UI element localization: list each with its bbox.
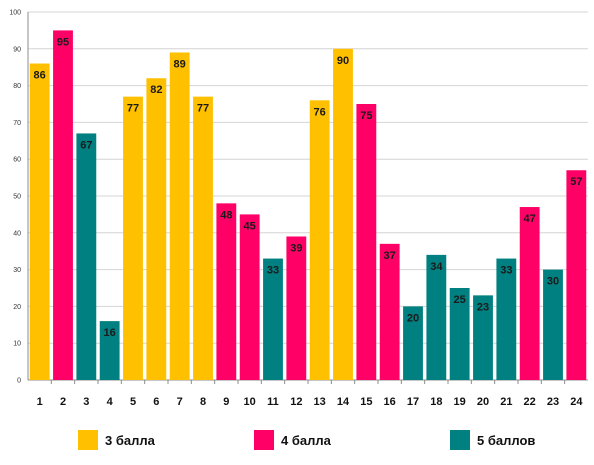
- data-label: 95: [57, 36, 69, 48]
- data-label: 16: [104, 327, 116, 339]
- bar: [169, 52, 190, 380]
- data-labels: 86 95 67 16 77 82 89 77 48 45 33 39 76 90 75 37 20 34 25 23…: [34, 36, 583, 339]
- x-tick-label: 1: [37, 396, 43, 408]
- bar: [426, 254, 447, 380]
- x-tick-label: 14: [337, 396, 350, 408]
- bar: [99, 321, 120, 380]
- bar: [309, 100, 330, 380]
- data-label: 33: [500, 265, 512, 277]
- x-axis: 1 2 3 4 5 6 7 8 9 10 11 12 13 14 15 16 17 18 19 20 21 22 23 24: [37, 380, 583, 408]
- y-tick-label: 60: [13, 157, 21, 164]
- bar: [543, 269, 563, 380]
- bar: [496, 258, 517, 380]
- bar: [379, 243, 400, 380]
- bar: [53, 30, 73, 381]
- data-label: 48: [220, 209, 232, 221]
- y-tick-label: 50: [13, 194, 21, 201]
- x-tick-label: 13: [314, 396, 326, 408]
- bar: [29, 63, 50, 381]
- y-tick-label: 20: [13, 304, 21, 311]
- x-tick-label: 16: [384, 396, 396, 408]
- data-label: 89: [174, 58, 186, 70]
- y-tick-label: 30: [13, 267, 21, 274]
- x-tick-label: 10: [244, 396, 256, 408]
- x-tick-label: 5: [130, 396, 136, 408]
- legend: 3 балла 4 балла 5 баллов: [78, 430, 535, 450]
- x-tick-label: 17: [407, 396, 419, 408]
- data-label: 37: [384, 250, 396, 262]
- bar: [403, 306, 423, 380]
- legend-label: 4 балла: [281, 433, 332, 448]
- bar: [193, 96, 213, 380]
- x-tick-label: 22: [524, 396, 536, 408]
- data-label: 67: [80, 139, 92, 151]
- data-label: 75: [360, 110, 372, 122]
- x-tick-label: 4: [107, 396, 114, 408]
- bar: [473, 295, 493, 380]
- bar: [286, 236, 307, 380]
- y-tick-label: 10: [13, 341, 21, 348]
- x-tick-label: 21: [500, 396, 512, 408]
- data-label: 86: [34, 70, 46, 82]
- legend-label: 5 баллов: [477, 433, 535, 448]
- y-tick-label: 0: [17, 378, 21, 385]
- data-label: 20: [407, 312, 419, 324]
- x-tick-label: 18: [430, 396, 442, 408]
- x-tick-label: 24: [570, 396, 583, 408]
- y-tick-label: 80: [13, 83, 21, 90]
- x-tick-label: 6: [153, 396, 159, 408]
- data-label: 77: [127, 103, 139, 115]
- bar: [519, 207, 540, 380]
- bar: [216, 203, 237, 380]
- data-label: 82: [150, 84, 162, 96]
- data-label: 30: [547, 276, 559, 288]
- bar: [123, 96, 143, 380]
- data-label: 90: [337, 55, 349, 67]
- bars: [29, 30, 587, 381]
- data-label: 47: [524, 213, 536, 225]
- grid: [28, 11, 588, 344]
- bar: [333, 48, 353, 381]
- x-tick-label: 2: [60, 396, 66, 408]
- legend-swatch: [254, 430, 274, 450]
- bar: [356, 104, 377, 380]
- data-label: 76: [314, 106, 326, 118]
- y-tick-label: 40: [13, 230, 21, 237]
- bar: [146, 78, 167, 381]
- data-label: 23: [477, 301, 489, 313]
- x-tick-label: 8: [200, 396, 206, 408]
- y-tick-label: 90: [13, 46, 21, 53]
- x-tick-label: 12: [290, 396, 302, 408]
- legend-label: 3 балла: [105, 433, 156, 448]
- x-tick-label: 23: [547, 396, 559, 408]
- data-label: 77: [197, 103, 209, 115]
- bar: [449, 288, 470, 380]
- bar: [263, 258, 283, 380]
- x-tick-label: 3: [83, 396, 89, 408]
- legend-swatch: [450, 430, 470, 450]
- x-tick-label: 15: [360, 396, 372, 408]
- data-label: 33: [267, 265, 279, 277]
- data-label: 34: [430, 261, 443, 273]
- x-tick-label: 19: [454, 396, 466, 408]
- bar: [566, 170, 587, 380]
- data-label: 25: [454, 294, 466, 306]
- y-tick-label: 70: [13, 120, 21, 127]
- x-tick-label: 7: [177, 396, 183, 408]
- data-label: 57: [570, 176, 582, 188]
- bar: [239, 214, 260, 380]
- x-tick-label: 11: [267, 396, 279, 408]
- x-tick-label: 20: [477, 396, 489, 408]
- y-axis: 0 10 20 30 40 50 60 70 80 90 100: [9, 10, 29, 385]
- data-label: 39: [290, 242, 302, 254]
- legend-swatch: [78, 430, 98, 450]
- y-tick-label: 100: [9, 10, 21, 17]
- data-label: 45: [244, 220, 256, 232]
- x-tick-label: 9: [223, 396, 229, 408]
- bar: [76, 133, 97, 380]
